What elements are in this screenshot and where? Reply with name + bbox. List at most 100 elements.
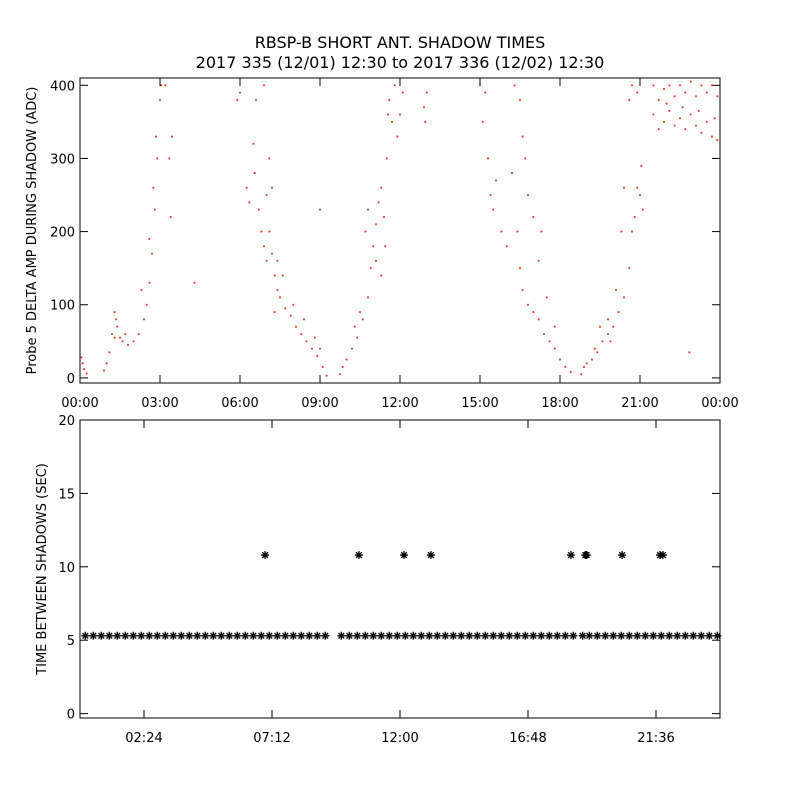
point	[580, 373, 583, 376]
point	[561, 631, 570, 640]
point	[681, 106, 684, 109]
point	[409, 631, 418, 640]
point	[263, 84, 265, 87]
y-tick-label: 0	[67, 708, 75, 723]
point	[673, 631, 682, 640]
point	[261, 551, 270, 560]
point	[388, 99, 391, 101]
point	[497, 631, 506, 640]
point	[636, 186, 639, 189]
point	[129, 631, 138, 640]
point	[325, 374, 328, 377]
point	[631, 230, 633, 233]
point	[321, 366, 324, 368]
x-tick-label: 09:00	[301, 396, 338, 411]
point	[169, 216, 172, 218]
point	[311, 347, 313, 350]
point	[559, 358, 561, 361]
point	[265, 194, 268, 196]
point	[260, 230, 263, 233]
point	[620, 230, 623, 233]
point	[255, 99, 257, 101]
point	[359, 311, 361, 313]
point	[89, 631, 98, 640]
point	[401, 631, 410, 640]
point	[217, 631, 226, 640]
y-tick-label: 100	[50, 299, 75, 314]
point	[276, 289, 279, 292]
point	[137, 333, 140, 335]
y-tick-label: 15	[58, 487, 75, 502]
point	[297, 631, 306, 640]
point	[641, 208, 644, 211]
point	[532, 311, 535, 313]
point	[265, 631, 274, 640]
point	[201, 631, 210, 640]
point	[225, 631, 234, 640]
point	[516, 230, 519, 233]
x-tick-label: 15:00	[461, 396, 498, 411]
point	[689, 80, 692, 83]
point	[369, 631, 378, 640]
x-tick-label: 06:00	[221, 396, 258, 411]
point	[607, 333, 609, 335]
point	[700, 84, 703, 87]
point	[193, 631, 202, 640]
point	[489, 631, 498, 640]
point	[545, 631, 554, 640]
point	[155, 135, 157, 138]
point	[679, 84, 681, 87]
x-tick-label: 00:00	[61, 396, 98, 411]
point	[652, 84, 655, 87]
x-tick-label: 07:12	[253, 731, 290, 746]
point	[160, 84, 163, 87]
point	[700, 131, 703, 134]
point	[716, 139, 719, 142]
point	[424, 120, 427, 123]
point	[593, 631, 602, 640]
point	[393, 84, 396, 87]
point	[649, 631, 658, 640]
point	[618, 551, 627, 560]
point	[609, 340, 612, 343]
point	[105, 362, 108, 365]
point	[108, 351, 111, 354]
point	[164, 84, 167, 87]
point	[665, 102, 668, 105]
point	[305, 340, 308, 343]
y-axis-label: Probe 5 DELTA AMP DURING SHADOW (ADC)	[25, 87, 40, 375]
point	[321, 631, 330, 640]
point	[377, 631, 386, 640]
point	[375, 259, 377, 262]
point	[375, 223, 377, 226]
point	[449, 631, 458, 640]
point	[279, 296, 281, 299]
chart-title: RBSP-B SHORT ANT. SHADOW TIMES	[255, 33, 546, 52]
point	[628, 267, 631, 270]
point	[607, 318, 609, 321]
plot-frame	[79, 77, 721, 384]
point	[97, 631, 106, 640]
point	[289, 314, 292, 317]
point	[245, 186, 248, 189]
point	[253, 172, 256, 174]
point	[185, 631, 194, 640]
point	[145, 303, 148, 306]
point	[209, 631, 218, 640]
point	[239, 91, 241, 94]
point	[668, 84, 671, 87]
point	[273, 631, 282, 640]
x-tick-label: 12:00	[381, 396, 418, 411]
point	[513, 84, 516, 87]
point	[529, 631, 538, 640]
point	[233, 631, 242, 640]
point	[631, 84, 633, 87]
point	[601, 631, 610, 640]
point	[396, 135, 399, 138]
point	[385, 631, 394, 640]
point	[241, 631, 250, 640]
point	[177, 631, 186, 640]
x-tick-label: 12:00	[381, 731, 418, 746]
point	[519, 267, 521, 270]
point	[276, 259, 279, 262]
